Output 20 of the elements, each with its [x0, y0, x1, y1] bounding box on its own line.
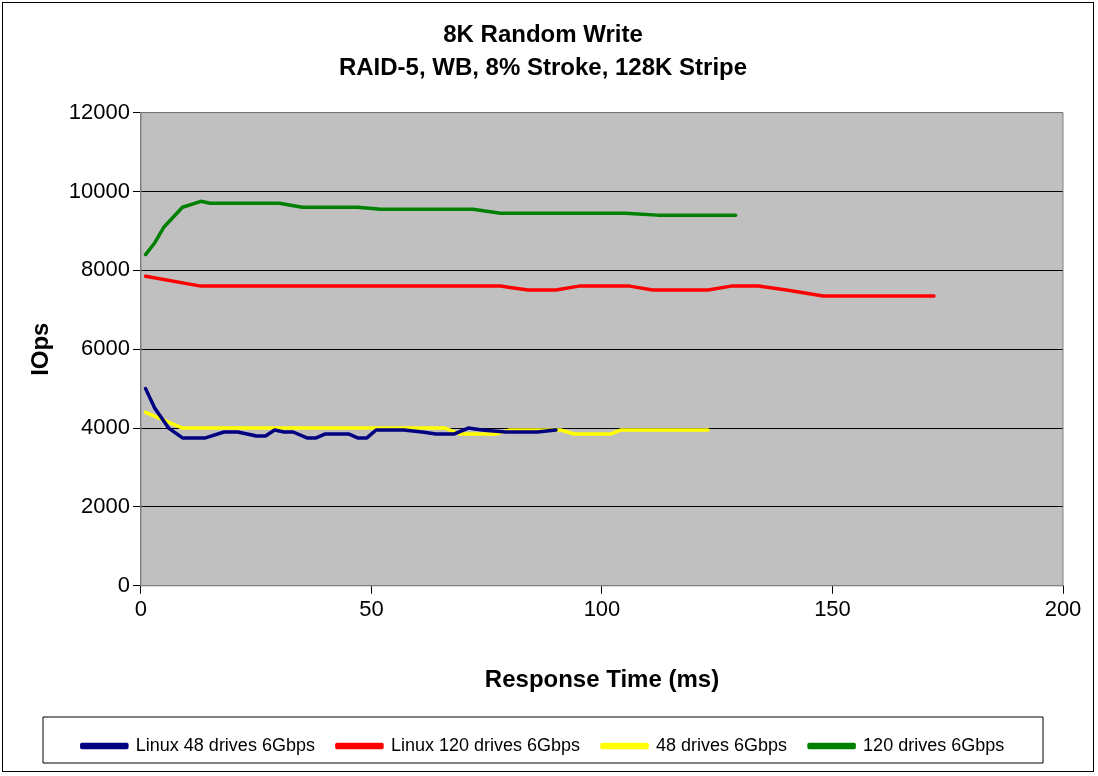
chart-title: 8K Random Write	[443, 20, 643, 48]
legend-label: 48 drives 6Gbps	[656, 734, 788, 755]
legend-label: Linux 48 drives 6Gbps	[135, 734, 315, 755]
x-tick-label: 150	[814, 596, 851, 622]
x-axis-title: Response Time (ms)	[484, 665, 720, 693]
x-tick-label: 50	[359, 596, 384, 622]
x-tick-label: 200	[1044, 596, 1082, 622]
chart-subtitle: RAID-5, WB, 8% Stroke, 128K Stripe	[338, 52, 748, 80]
x-tick-label: 100	[583, 596, 621, 622]
y-tick-label: 4000	[81, 414, 130, 440]
legend-label: Linux 120 drives 6Gbps	[390, 734, 581, 755]
x-tick-label: 0	[134, 596, 148, 622]
legend-label: 120 drives 6Gbps	[863, 734, 1005, 755]
y-tick-label: 10000	[68, 177, 130, 203]
y-tick-label: 12000	[68, 98, 130, 124]
y-axis-title: IOps	[26, 322, 54, 376]
y-tick-label: 8000	[81, 256, 130, 282]
y-tick-label: 0	[117, 571, 130, 597]
y-tick-label: 2000	[81, 493, 130, 518]
y-tick-label: 6000	[81, 335, 130, 361]
